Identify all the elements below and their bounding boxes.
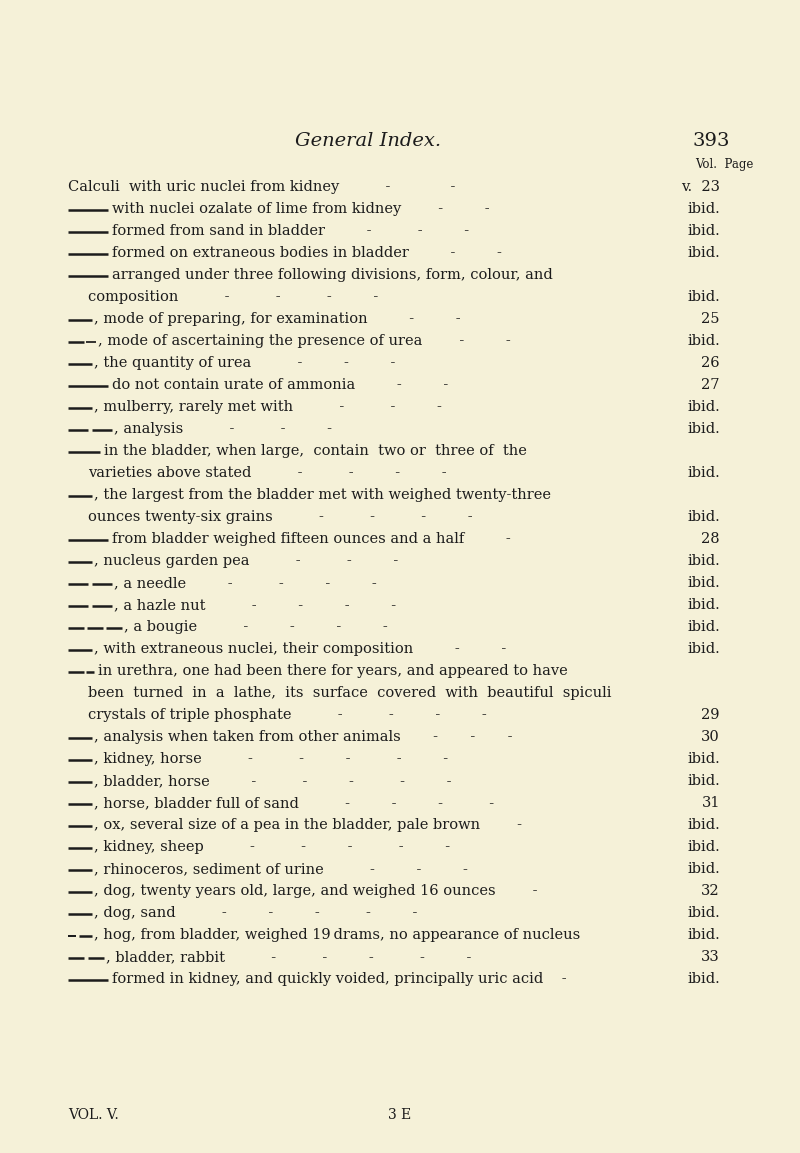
Text: ibid.: ibid. bbox=[687, 620, 720, 634]
Text: ibid.: ibid. bbox=[687, 553, 720, 568]
Text: , with extraneous nuclei, their composition         -         -: , with extraneous nuclei, their composit… bbox=[94, 642, 506, 656]
Text: ibid.: ibid. bbox=[687, 841, 720, 854]
Text: General Index.: General Index. bbox=[295, 131, 441, 150]
Text: been  turned  in  a  lathe,  its  surface  covered  with  beautiful  spiculi: been turned in a lathe, its surface cove… bbox=[88, 686, 611, 700]
Text: ibid.: ibid. bbox=[687, 202, 720, 216]
Text: 26: 26 bbox=[702, 356, 720, 370]
Text: varieties above stated          -          -         -         -: varieties above stated - - - - bbox=[88, 466, 446, 480]
Text: ibid.: ibid. bbox=[687, 906, 720, 920]
Text: 27: 27 bbox=[702, 378, 720, 392]
Text: ibid.: ibid. bbox=[687, 972, 720, 986]
Text: 3 E: 3 E bbox=[388, 1108, 412, 1122]
Text: , analysis when taken from other animals       -       -       -: , analysis when taken from other animals… bbox=[94, 730, 513, 744]
Text: ibid.: ibid. bbox=[687, 752, 720, 766]
Text: , rhinoceros, sediment of urine          -         -         -: , rhinoceros, sediment of urine - - - bbox=[94, 862, 468, 876]
Text: , the largest from the bladder met with weighed twenty-three: , the largest from the bladder met with … bbox=[94, 488, 551, 502]
Text: ibid.: ibid. bbox=[687, 862, 720, 876]
Text: in urethra, one had been there for years, and appeared to have: in urethra, one had been there for years… bbox=[98, 664, 568, 678]
Text: ibid.: ibid. bbox=[687, 224, 720, 238]
Text: arranged under three following divisions, form, colour, and: arranged under three following divisions… bbox=[112, 267, 553, 282]
Text: , dog, twenty years old, large, and weighed 16 ounces        -: , dog, twenty years old, large, and weig… bbox=[94, 884, 538, 898]
Text: 29: 29 bbox=[702, 708, 720, 722]
Text: , horse, bladder full of sand          -         -         -          -: , horse, bladder full of sand - - - - bbox=[94, 796, 494, 811]
Text: 28: 28 bbox=[702, 532, 720, 547]
Text: , bladder, horse         -          -         -          -         -: , bladder, horse - - - - - bbox=[94, 774, 451, 787]
Text: , the quantity of urea          -         -         -: , the quantity of urea - - - bbox=[94, 356, 395, 370]
Text: , a bougie          -         -         -         -: , a bougie - - - - bbox=[124, 620, 388, 634]
Text: v.  23: v. 23 bbox=[681, 180, 720, 194]
Text: ibid.: ibid. bbox=[687, 291, 720, 304]
Text: ibid.: ibid. bbox=[687, 817, 720, 832]
Text: , hog, from bladder, weighed 19 drams, no appearance of nucleus: , hog, from bladder, weighed 19 drams, n… bbox=[94, 928, 580, 942]
Text: 393: 393 bbox=[693, 131, 730, 150]
Text: ounces twenty-six grains          -          -          -         -: ounces twenty-six grains - - - - bbox=[88, 510, 473, 523]
Text: ibid.: ibid. bbox=[687, 774, 720, 787]
Text: , a hazle nut          -         -         -         -: , a hazle nut - - - - bbox=[114, 598, 396, 612]
Text: 31: 31 bbox=[702, 796, 720, 811]
Text: , mulberry, rarely met with          -          -         -: , mulberry, rarely met with - - - bbox=[94, 400, 442, 414]
Text: with nuclei ozalate of lime from kidney        -         -: with nuclei ozalate of lime from kidney … bbox=[112, 202, 490, 216]
Text: from bladder weighed fifteen ounces and a half         -: from bladder weighed fifteen ounces and … bbox=[112, 532, 510, 547]
Text: , analysis          -          -         -: , analysis - - - bbox=[114, 422, 332, 436]
Text: formed from sand in bladder         -          -         -: formed from sand in bladder - - - bbox=[112, 224, 469, 238]
Text: ibid.: ibid. bbox=[687, 510, 720, 523]
Text: , kidney, sheep          -          -         -          -         -: , kidney, sheep - - - - - bbox=[94, 841, 450, 854]
Text: Calculi  with uric nuclei from kidney          -             -: Calculi with uric nuclei from kidney - - bbox=[68, 180, 455, 194]
Text: , ox, several size of a pea in the bladder, pale brown        -: , ox, several size of a pea in the bladd… bbox=[94, 817, 522, 832]
Text: Vol.  Page: Vol. Page bbox=[695, 158, 754, 171]
Text: , dog, sand          -         -         -          -         -: , dog, sand - - - - - bbox=[94, 906, 418, 920]
Text: formed in kidney, and quickly voided, principally uric acid    -: formed in kidney, and quickly voided, pr… bbox=[112, 972, 566, 986]
Text: VOL. V.: VOL. V. bbox=[68, 1108, 118, 1122]
Text: 32: 32 bbox=[702, 884, 720, 898]
Text: crystals of triple phosphate          -          -         -         -: crystals of triple phosphate - - - - bbox=[88, 708, 486, 722]
Text: , nucleus garden pea          -          -         -: , nucleus garden pea - - - bbox=[94, 553, 398, 568]
Text: composition          -          -          -         -: composition - - - - bbox=[88, 291, 378, 304]
Text: ibid.: ibid. bbox=[687, 422, 720, 436]
Text: , kidney, horse          -          -         -          -         -: , kidney, horse - - - - - bbox=[94, 752, 448, 766]
Text: do not contain urate of ammonia         -         -: do not contain urate of ammonia - - bbox=[112, 378, 448, 392]
Text: ibid.: ibid. bbox=[687, 246, 720, 259]
Text: ibid.: ibid. bbox=[687, 928, 720, 942]
Text: 30: 30 bbox=[702, 730, 720, 744]
Text: , mode of preparing, for examination         -         -: , mode of preparing, for examination - - bbox=[94, 312, 461, 326]
Text: ibid.: ibid. bbox=[687, 334, 720, 348]
Text: , a needle         -          -         -         -: , a needle - - - - bbox=[114, 576, 377, 590]
Text: ibid.: ibid. bbox=[687, 642, 720, 656]
Text: ibid.: ibid. bbox=[687, 466, 720, 480]
Text: , bladder, rabbit          -          -         -          -         -: , bladder, rabbit - - - - - bbox=[106, 950, 471, 964]
Text: in the bladder, when large,  contain  two or  three of  the: in the bladder, when large, contain two … bbox=[104, 444, 527, 458]
Text: 33: 33 bbox=[702, 950, 720, 964]
Text: ibid.: ibid. bbox=[687, 576, 720, 590]
Text: ibid.: ibid. bbox=[687, 400, 720, 414]
Text: 25: 25 bbox=[702, 312, 720, 326]
Text: , mode of ascertaining the presence of urea        -         -: , mode of ascertaining the presence of u… bbox=[98, 334, 510, 348]
Text: formed on extraneous bodies in bladder         -         -: formed on extraneous bodies in bladder -… bbox=[112, 246, 502, 259]
Text: ibid.: ibid. bbox=[687, 598, 720, 612]
